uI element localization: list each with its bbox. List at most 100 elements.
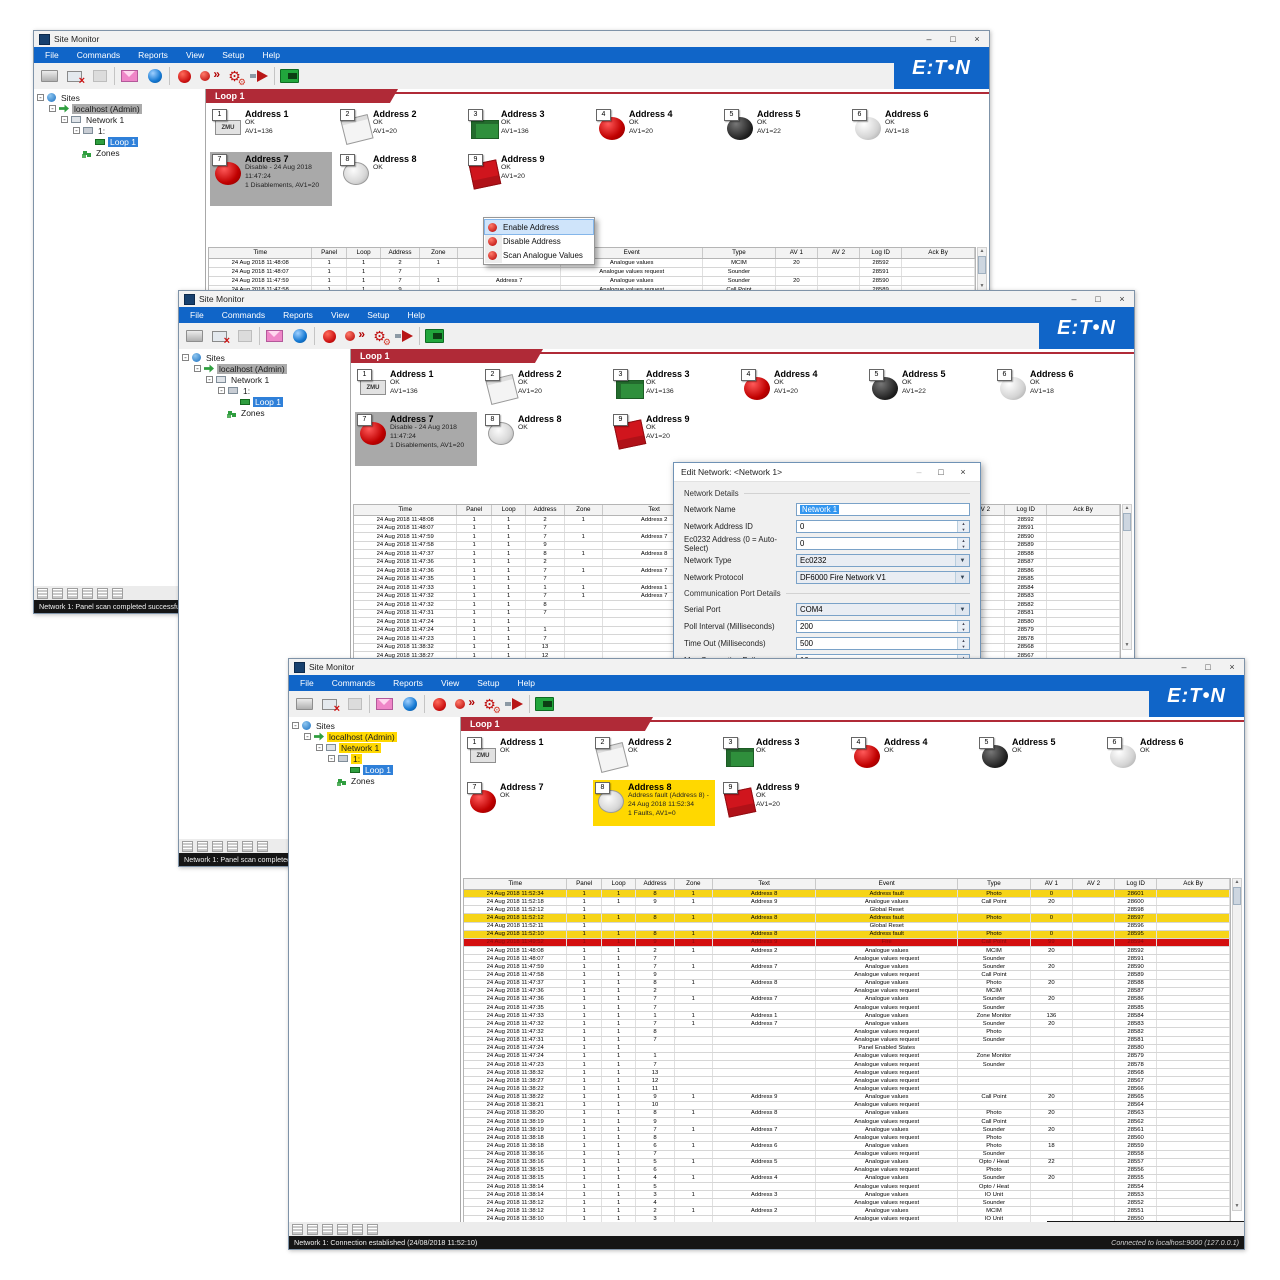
event-row[interactable]: 24 Aug 2018 11:49:52 1 1 9 1 Address 9 Fire Cal…	[464, 938, 1230, 947]
panel-status-icon[interactable]	[277, 65, 302, 87]
refresh-icon[interactable]	[257, 840, 268, 852]
tree-expander-icon[interactable]: -	[182, 354, 189, 362]
column-header-log-id[interactable]: Log ID	[860, 248, 903, 258]
close-button[interactable]: ×	[1119, 294, 1125, 304]
menu-view[interactable]: View	[440, 678, 460, 688]
menu-view[interactable]: View	[330, 310, 350, 320]
column-header-av-1[interactable]: AV 1	[776, 248, 818, 258]
column-header-av-2[interactable]: AV 2	[818, 248, 861, 258]
ec0232-address-0-auto-select-input[interactable]: 0 ▲ ▼	[796, 537, 970, 550]
scroll-down-icon[interactable]: ▼	[1234, 1203, 1240, 1209]
spin-up-icon[interactable]: ▲	[958, 538, 969, 544]
device-card-address-6[interactable]: 6 Address 6 OK AV1=18	[995, 367, 1117, 405]
find-icon[interactable]	[97, 587, 108, 599]
scroll-up-icon[interactable]: ▲	[1124, 505, 1130, 511]
menu-commands[interactable]: Commands	[76, 50, 121, 60]
menu-commands[interactable]: Commands	[221, 310, 266, 320]
event-view-icon[interactable]	[37, 587, 48, 599]
disconnect-panel-icon[interactable]	[207, 325, 232, 347]
scroll-down-icon[interactable]: ▼	[1124, 642, 1130, 648]
column-header-event[interactable]: Event	[561, 248, 704, 258]
tree-item-sites[interactable]: - Sites	[289, 720, 460, 731]
maximize-button[interactable]: □	[1095, 294, 1101, 304]
refresh-icon[interactable]	[112, 587, 123, 599]
device-card-address-9[interactable]: 9 Address 9 OK AV1=20	[721, 780, 843, 818]
device-card-address-9[interactable]: 9 Address 9 OK AV1=20	[611, 412, 733, 450]
close-button[interactable]: ×	[974, 34, 980, 44]
scan-devices-icon[interactable]	[222, 65, 247, 88]
panel-status-icon[interactable]	[422, 325, 447, 347]
column-header-address[interactable]: Address	[381, 248, 420, 258]
column-header-address[interactable]: Address	[636, 879, 675, 889]
event-row[interactable]: 24 Aug 2018 11:52:34 1 1 8 1 Address 8 Address…	[464, 890, 1230, 899]
menu-view[interactable]: View	[185, 50, 205, 60]
spinner-buttons[interactable]: ▲▼	[957, 638, 969, 649]
tree-item-localhost-admin[interactable]: - localhost (Admin)	[289, 731, 460, 742]
email-icon[interactable]	[262, 325, 287, 347]
alarm-bell-icon[interactable]	[317, 325, 342, 347]
device-card-address-8[interactable]: 8 Address 8 OK	[338, 152, 460, 190]
scroll-thumb[interactable]	[978, 256, 986, 274]
scroll-thumb[interactable]	[1233, 887, 1241, 905]
tree-expander-icon[interactable]: -	[49, 105, 56, 113]
event-row[interactable]: 24 Aug 2018 11:38:16 1 1 7 Analogue values r…	[464, 1150, 1230, 1159]
save-icon[interactable]	[232, 325, 257, 347]
column-header-text[interactable]: Text	[713, 879, 817, 889]
device-card-address-8[interactable]: 8 Address 8 OK	[483, 412, 605, 450]
dialog-titlebar[interactable]: Edit Network: <Network 1> – □ ×	[674, 463, 980, 482]
print-log-icon[interactable]	[337, 1223, 348, 1235]
event-row[interactable]: 24 Aug 2018 11:38:12 1 1 4 Analogue values r…	[464, 1199, 1230, 1208]
refresh-icon[interactable]	[367, 1223, 378, 1235]
tree-expander-icon[interactable]: -	[316, 744, 323, 752]
device-card-address-5[interactable]: 5 Address 5 OK AV1=22	[867, 367, 989, 405]
tree-expander-icon[interactable]: -	[328, 755, 335, 763]
find-icon[interactable]	[352, 1223, 363, 1235]
minimize-button[interactable]: –	[926, 34, 932, 44]
network-name-input[interactable]: Network 1	[796, 503, 970, 516]
column-header-address[interactable]: Address	[526, 505, 565, 515]
dropdown-arrow-icon[interactable]: ▼	[955, 572, 969, 583]
column-header-zone[interactable]: Zone	[420, 248, 458, 258]
announce-icon[interactable]	[502, 693, 527, 715]
menu-reports[interactable]: Reports	[393, 678, 423, 688]
device-card-address-6[interactable]: 6 Address 6 OK AV1=18	[850, 107, 972, 145]
event-view-icon[interactable]	[292, 1223, 303, 1235]
minimize-button[interactable]: –	[1071, 294, 1077, 304]
device-card-address-7[interactable]: 7 Address 7 Disable - 24 Aug 2018 11:47:24…	[355, 412, 477, 466]
column-header-type[interactable]: Type	[703, 248, 776, 258]
dialog-minimize-button[interactable]: –	[916, 467, 922, 477]
menu-help[interactable]: Help	[517, 678, 535, 688]
column-header-av-1[interactable]: AV 1	[1031, 879, 1073, 889]
context-menu-item-enable-address[interactable]: Enable Address	[484, 219, 594, 235]
device-card-address-1[interactable]: 1 ZMU Address 1 OK AV1=136	[210, 107, 332, 145]
event-view-icon[interactable]	[182, 840, 193, 852]
network-address-id-input[interactable]: 0 ▲ ▼	[796, 520, 970, 533]
event-row[interactable]: 24 Aug 2018 11:52:12 1 1 8 1 Address 8 Address…	[464, 914, 1230, 923]
spin-down-icon[interactable]: ▼	[958, 626, 969, 632]
device-card-address-3[interactable]: 3 Address 3 OK AV1=136	[611, 367, 733, 405]
event-row[interactable]: 24 Aug 2018 11:38:15 1 1 6 Analogue values r…	[464, 1166, 1230, 1175]
event-row[interactable]: 24 Aug 2018 11:38:12 1 1 2 1 Address 2 Analogu…	[464, 1207, 1230, 1216]
device-card-address-3[interactable]: 3 Address 3 OK AV1=136	[466, 107, 588, 145]
tree-expander-icon[interactable]: -	[61, 116, 68, 124]
minimize-button[interactable]: –	[1181, 662, 1187, 672]
network-type-input[interactable]: Ec0232 ▼	[796, 554, 970, 567]
announce-icon[interactable]	[247, 65, 272, 87]
email-icon[interactable]	[372, 693, 397, 715]
device-card-address-7[interactable]: 7 Address 7 OK	[465, 780, 587, 818]
event-row[interactable]: 24 Aug 2018 11:38:10 1 1 3 Analogue values r…	[464, 1215, 1230, 1222]
dialog-maximize-button[interactable]: □	[938, 467, 944, 477]
event-row[interactable]: 24 Aug 2018 11:38:19 1 1 9 Analogue values r…	[464, 1117, 1230, 1127]
tree-expander-icon[interactable]: -	[218, 387, 225, 395]
event-row[interactable]: 24 Aug 2018 11:38:18 1 1 6 1 Address 6 Analogu…	[464, 1142, 1230, 1151]
announce-icon[interactable]	[392, 325, 417, 347]
alarm-bell-icon[interactable]	[427, 693, 452, 715]
